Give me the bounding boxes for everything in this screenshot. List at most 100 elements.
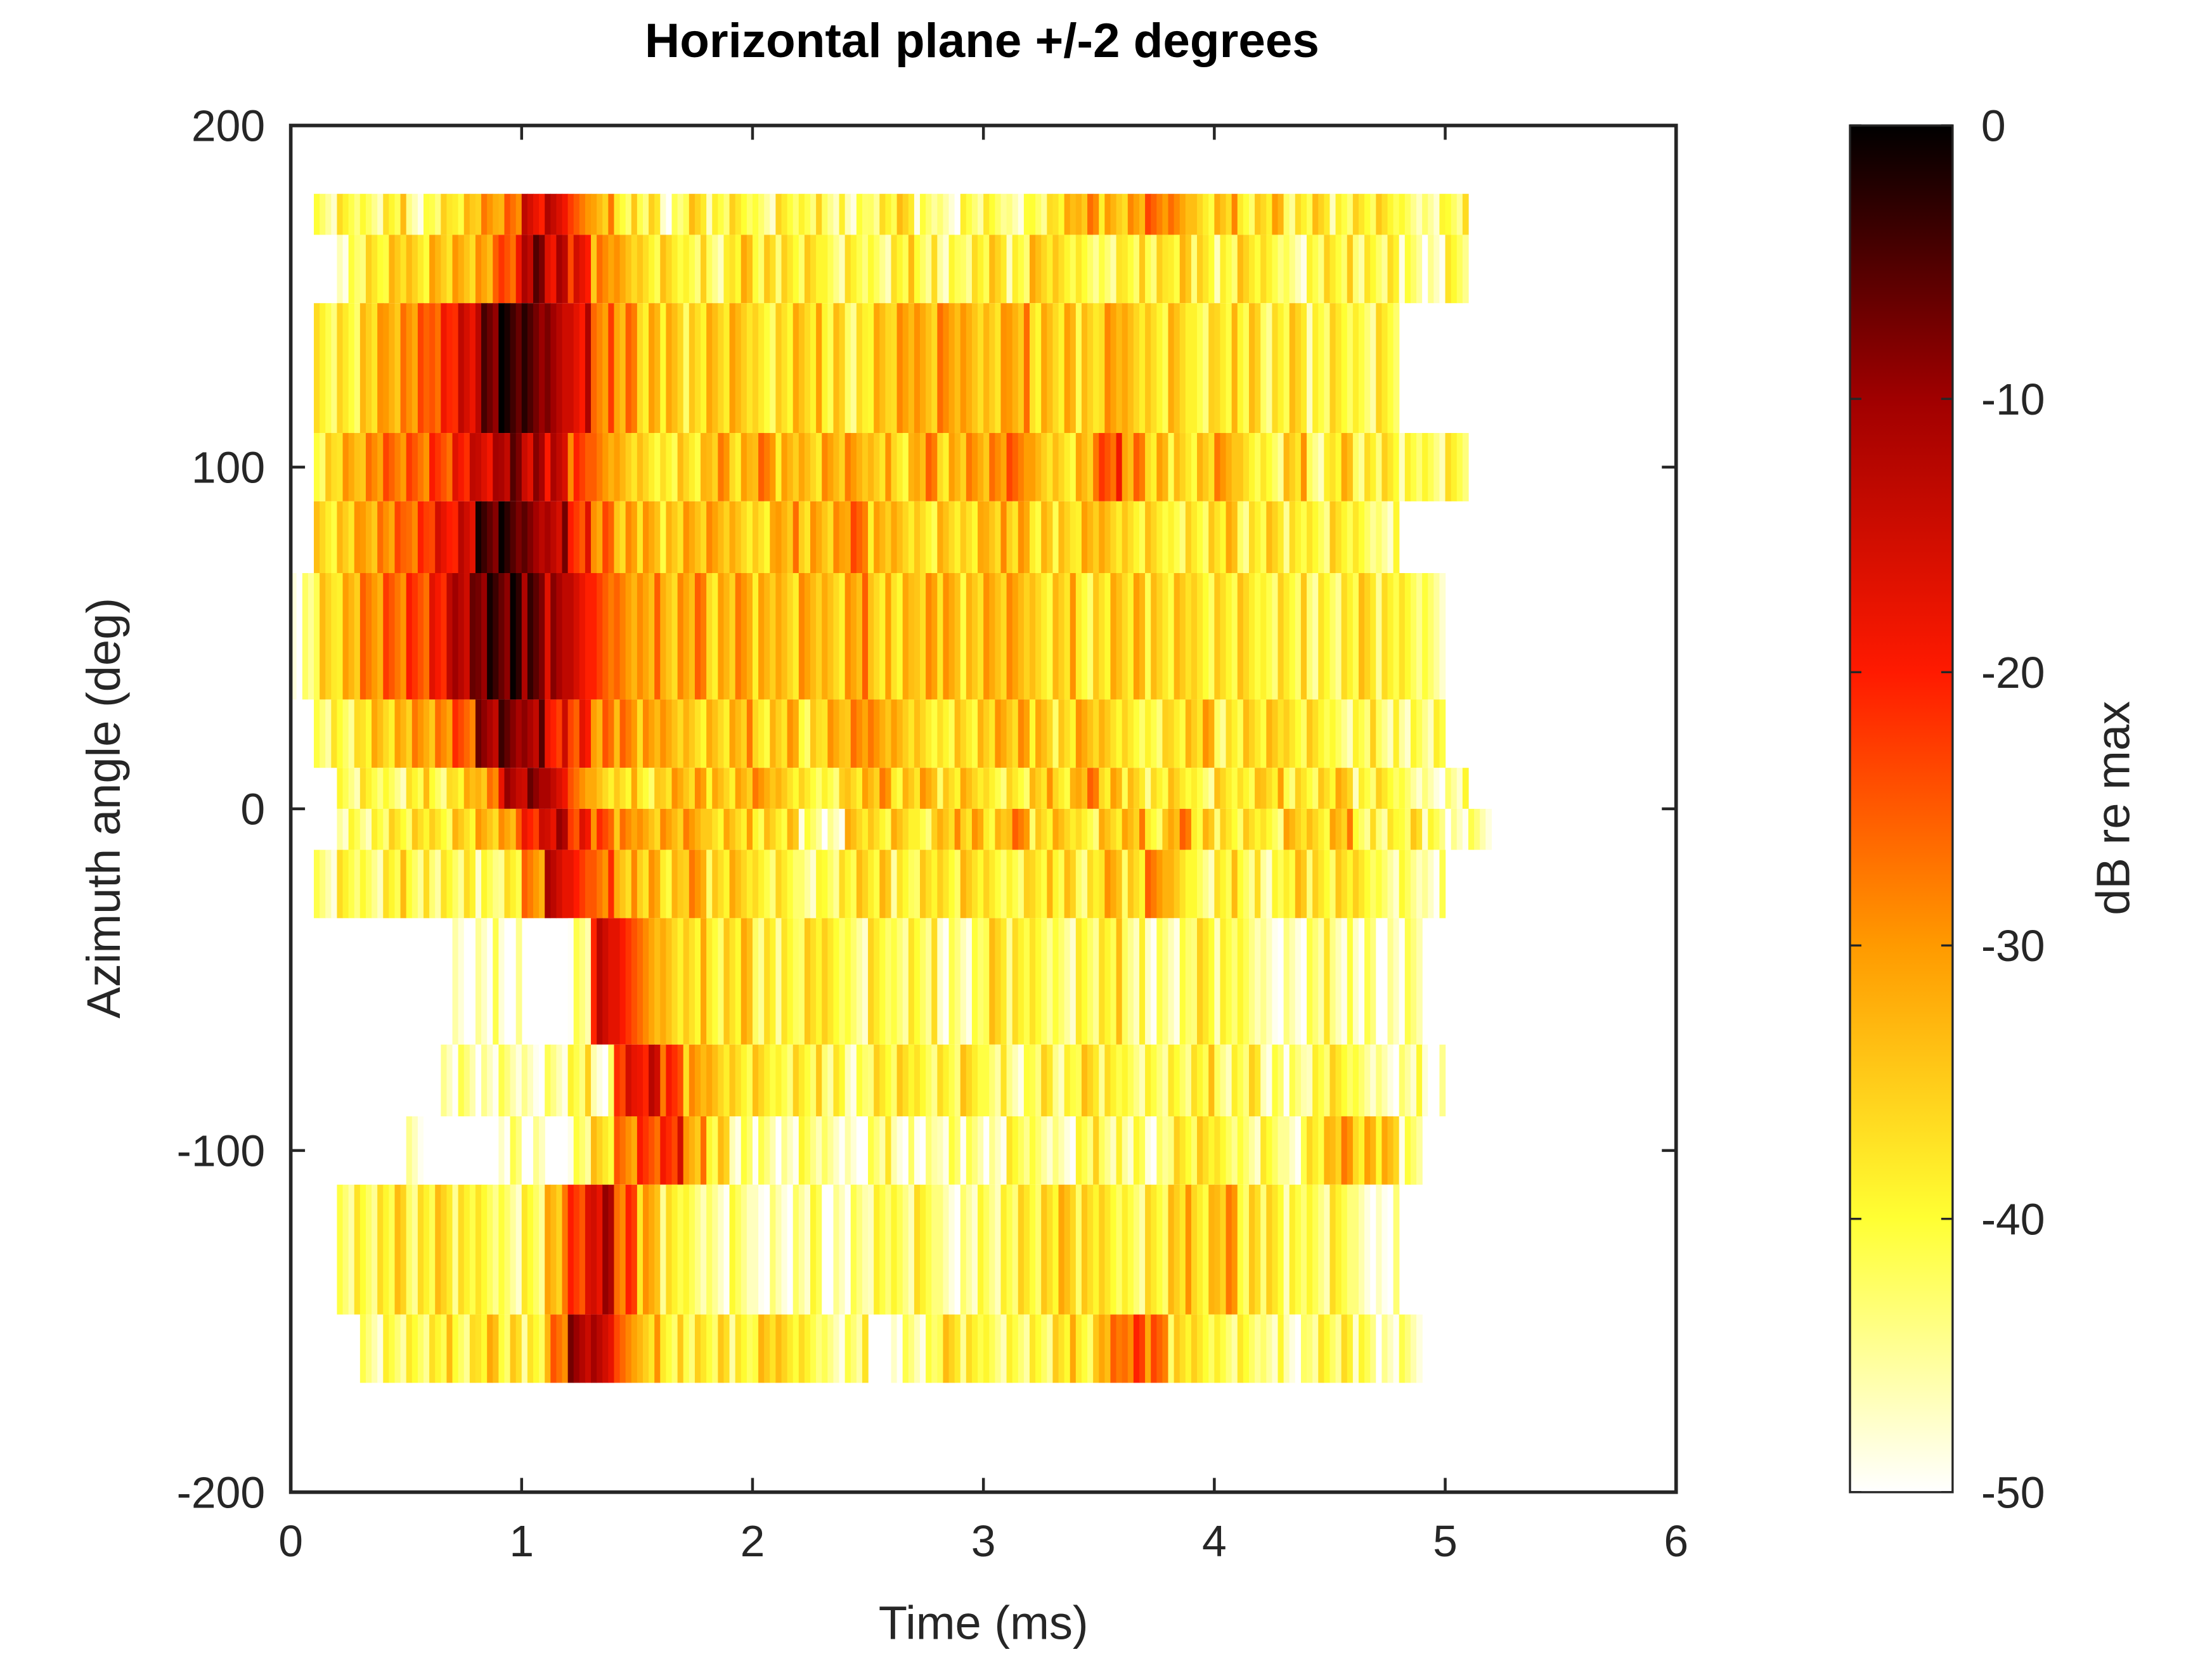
heatmap-cell <box>689 1116 695 1185</box>
heatmap-cell <box>1012 193 1019 235</box>
heatmap-cell <box>1208 1044 1215 1116</box>
heatmap-cell <box>746 808 753 850</box>
heatmap-cell <box>550 193 557 235</box>
heatmap-cell <box>1075 1044 1082 1116</box>
heatmap-cell <box>481 918 488 1045</box>
heatmap-cell <box>746 1044 753 1116</box>
heatmap-cell <box>1260 303 1267 434</box>
heatmap-cell <box>1451 808 1458 850</box>
heatmap-cell <box>1266 1314 1273 1383</box>
heatmap-cell <box>1099 1314 1106 1383</box>
heatmap-cell <box>1168 303 1175 434</box>
heatmap-cell <box>1416 918 1423 1045</box>
heatmap-cell <box>625 303 632 434</box>
heatmap-cell <box>966 433 973 501</box>
heatmap-cell <box>966 501 973 574</box>
heatmap-cell <box>475 433 482 501</box>
heatmap-cell <box>1197 808 1203 850</box>
heatmap-cell <box>585 235 592 304</box>
heatmap-cell <box>1023 1314 1030 1383</box>
heatmap-cell <box>1347 303 1354 434</box>
heatmap-cell <box>1255 1044 1261 1116</box>
heatmap-cell <box>452 433 459 501</box>
heatmap-cell <box>729 501 736 574</box>
heatmap-cell <box>365 433 372 501</box>
heatmap-cell <box>539 303 545 434</box>
heatmap-cell <box>960 303 967 434</box>
heatmap-cell <box>452 303 459 434</box>
heatmap-cell <box>1122 433 1129 501</box>
heatmap-cell <box>1358 433 1365 501</box>
heatmap-cell <box>441 235 448 304</box>
heatmap-cell <box>1058 193 1065 235</box>
heatmap-cell <box>1179 1044 1186 1116</box>
heatmap-cell <box>504 808 511 850</box>
heatmap-cell <box>619 1184 626 1315</box>
heatmap-cell <box>1012 699 1019 768</box>
heatmap-cell <box>1047 1116 1054 1185</box>
heatmap-cell <box>891 699 898 768</box>
heatmap-cell <box>394 1314 401 1383</box>
heatmap-cell <box>1358 1044 1365 1116</box>
heatmap-cell <box>1052 573 1059 700</box>
heatmap-cell <box>585 849 592 919</box>
heatmap-cell <box>1093 1044 1099 1116</box>
colorbar-tick-label: -10 <box>1981 375 2045 424</box>
heatmap-cell <box>1404 433 1411 501</box>
heatmap-cell <box>1277 1314 1284 1383</box>
heatmap-cell <box>1295 235 1302 304</box>
heatmap-cell <box>383 501 390 574</box>
heatmap-cell <box>1185 573 1192 700</box>
heatmap-cell <box>1052 1116 1059 1185</box>
heatmap-cell <box>787 1116 794 1185</box>
heatmap-cell <box>1220 501 1227 574</box>
heatmap-cell <box>1203 1314 1209 1383</box>
heatmap-cell <box>435 1044 442 1116</box>
heatmap-cell <box>701 699 707 768</box>
heatmap-cell <box>1393 1044 1400 1116</box>
heatmap-cell <box>1307 1044 1313 1116</box>
heatmap-cell <box>359 768 366 809</box>
heatmap-cell <box>337 808 344 850</box>
heatmap-cell <box>943 808 950 850</box>
heatmap-cell <box>614 303 621 434</box>
heatmap-cell <box>781 1044 788 1116</box>
heatmap-cell <box>1226 699 1232 768</box>
heatmap-cell <box>1006 235 1013 304</box>
heatmap-cell <box>810 1184 817 1315</box>
heatmap-cell <box>608 1184 615 1315</box>
heatmap-cell <box>1174 235 1180 304</box>
heatmap-cell <box>1329 433 1336 501</box>
heatmap-cell <box>1197 573 1203 700</box>
heatmap-cell <box>891 808 898 850</box>
heatmap-cell <box>1393 303 1400 434</box>
heatmap-cell <box>1312 1044 1319 1116</box>
heatmap-cell <box>1035 235 1042 304</box>
heatmap-cell <box>359 303 366 434</box>
heatmap-cell <box>1191 918 1198 1045</box>
heatmap-cell <box>1352 1184 1359 1315</box>
heatmap-cell <box>504 303 511 434</box>
heatmap-cell <box>1041 808 1047 850</box>
heatmap-cell <box>539 501 545 574</box>
heatmap-cell <box>435 808 442 850</box>
heatmap-cell <box>1185 699 1192 768</box>
heatmap-cell <box>1064 699 1071 768</box>
heatmap-cell <box>978 1314 984 1383</box>
heatmap-cell <box>833 573 840 700</box>
heatmap-cell <box>833 235 840 304</box>
heatmap-cell <box>591 1314 597 1383</box>
heatmap-cell <box>1248 573 1255 700</box>
heatmap-cell <box>1075 433 1082 501</box>
heatmap-cell <box>1237 918 1244 1045</box>
heatmap-cell <box>487 235 493 304</box>
heatmap-cell <box>775 699 782 768</box>
heatmap-cell <box>556 1314 563 1383</box>
heatmap-cell <box>943 501 950 574</box>
colorbar-ticks: 0-10-20-30-40-50 <box>1849 101 2045 1518</box>
heatmap-cell <box>365 303 372 434</box>
heatmap-cell <box>954 193 961 235</box>
heatmap-cell <box>481 303 488 434</box>
heatmap-cell <box>597 1044 603 1116</box>
heatmap-cell <box>377 1184 384 1315</box>
